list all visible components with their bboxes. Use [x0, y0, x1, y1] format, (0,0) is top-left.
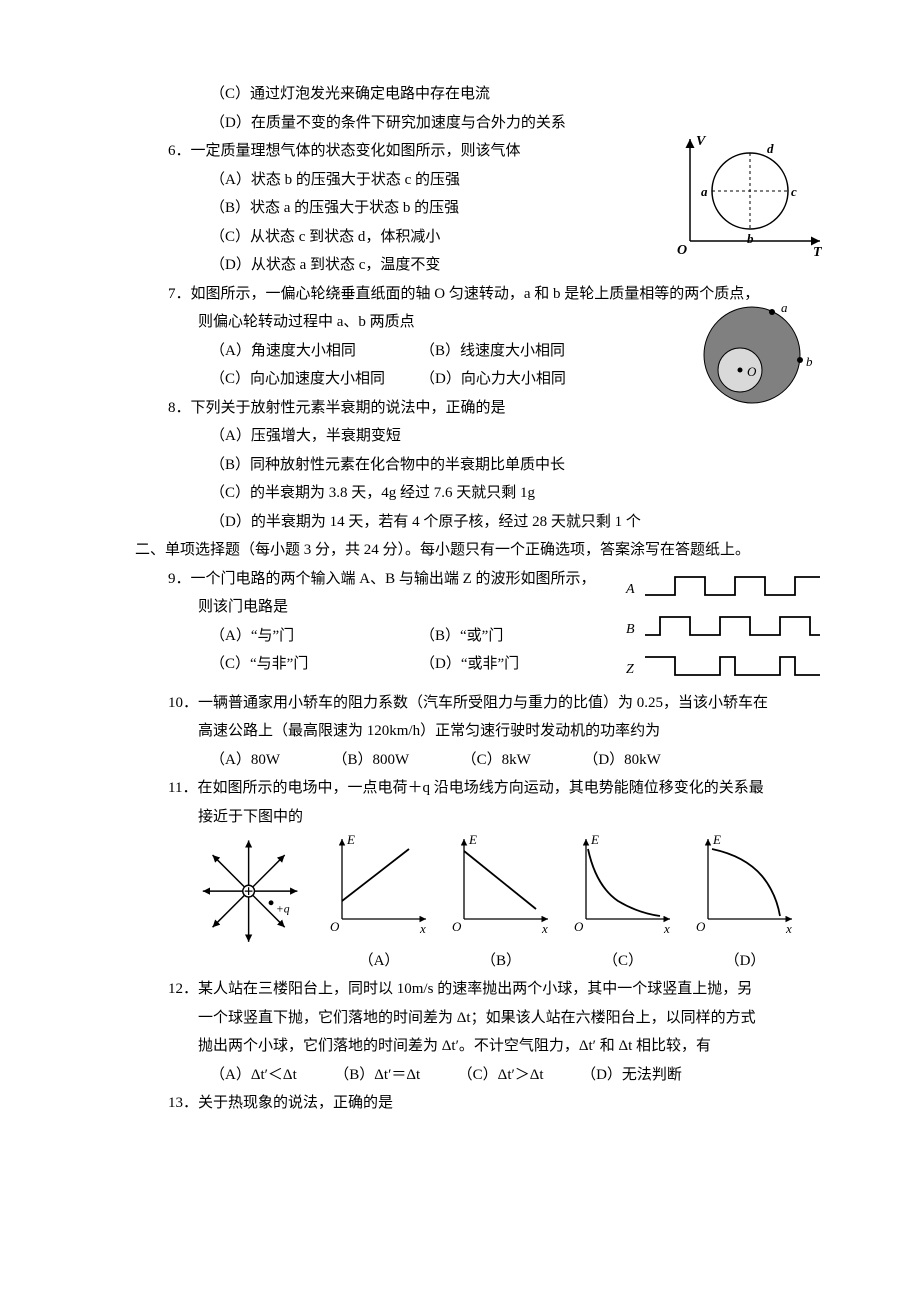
svg-text:b: b [806, 354, 813, 369]
q9-figure: A B Z [620, 565, 830, 685]
svg-text:O: O [574, 919, 584, 934]
q10: 10．一辆普通家用小轿车的阻力系数（汽车所受阻力与重力的比值）为 0.25，当该… [135, 689, 800, 775]
svg-text:x: x [785, 921, 792, 936]
q12-optC: （C）Δt′＞Δt [458, 1061, 544, 1090]
svg-text:B: B [626, 622, 635, 637]
q10-num: 10． [168, 695, 198, 711]
q12-opts: （A）Δt′＜Δt （B）Δt′＝Δt （C）Δt′＞Δt （D）无法判断 [135, 1061, 800, 1090]
q9-num: 9． [168, 571, 191, 587]
svg-text:a: a [781, 300, 788, 315]
q5-optC: （C）通过灯泡发光来确定电路中存在电流 [135, 80, 800, 109]
q11-optD-fig: E x O （D） [690, 831, 800, 975]
q11-optC-fig: E x O （C） [568, 831, 678, 975]
q9-optA: （A）“与”门 [210, 622, 420, 651]
q8: 8．下列关于放射性元素半衰期的说法中，正确的是 （A）压强增大，半衰期变短 （B… [135, 394, 800, 537]
svg-text:T: T [813, 245, 823, 260]
q12: 12．某人站在三楼阳台上，同时以 10m/s 的速率抛出两个小球，其中一个球竖直… [135, 975, 800, 1089]
q11-optC-label: （C） [568, 947, 678, 976]
svg-text:a: a [701, 184, 708, 199]
svg-text:O: O [747, 364, 757, 379]
svg-text:x: x [419, 921, 426, 936]
q10-stem2: 高速公路上（最高限速为 120km/h）正常匀速行驶时发动机的功率约为 [135, 717, 800, 746]
q7-optC: （C）向心加速度大小相同 [210, 365, 420, 394]
q6: 6．一定质量理想气体的状态变化如图所示，则该气体 （A）状态 b 的压强大于状态… [135, 137, 800, 280]
q7-optB: （B）线速度大小相同 [420, 337, 630, 366]
q10-optC: （C）8kW [462, 746, 531, 775]
q8-optA: （A）压强增大，半衰期变短 [135, 422, 800, 451]
q10-stem1: 10．一辆普通家用小轿车的阻力系数（汽车所受阻力与重力的比值）为 0.25，当该… [135, 689, 800, 718]
q12-num: 12． [168, 981, 198, 997]
svg-text:O: O [696, 919, 706, 934]
svg-text:E: E [468, 832, 477, 847]
svg-text:+q: +q [276, 903, 290, 916]
q8-num: 8． [168, 400, 191, 416]
q11-figures: +q E x O （A） E x O [135, 831, 800, 975]
q10-opts: （A）80W （B）800W （C）8kW （D）80kW [135, 746, 800, 775]
q10-optD: （D）80kW [583, 746, 661, 775]
q11-num: 11． [168, 780, 197, 796]
q7-optD: （D）向心力大小相同 [420, 365, 630, 394]
q8-optB: （B）同种放射性元素在化合物中的半衰期比单质中长 [135, 451, 800, 480]
q12-stem1: 12．某人站在三楼阳台上，同时以 10m/s 的速率抛出两个小球，其中一个球竖直… [135, 975, 800, 1004]
q13: 13．关于热现象的说法，正确的是 [135, 1089, 800, 1118]
q8-stem: 8．下列关于放射性元素半衰期的说法中，正确的是 [135, 394, 800, 423]
q11-optB-fig: E x O （B） [446, 831, 556, 975]
svg-text:O: O [452, 919, 462, 934]
q9-optB: （B）“或”门 [420, 622, 630, 651]
svg-text:x: x [663, 921, 670, 936]
q8-optC: （C）的半衰期为 3.8 天，4g 经过 7.6 天就只剩 1g [135, 479, 800, 508]
q9: 9．一个门电路的两个输入端 A、B 与输出端 Z 的波形如图所示， 则该门电路是… [135, 565, 800, 679]
q12-stem2: 一个球竖直下抛，它们落地的时间差为 Δt；如果该人站在六楼阳台上，以同样的方式 [135, 1004, 800, 1033]
q11-optA-fig: E x O （A） [324, 831, 434, 975]
svg-text:A: A [625, 582, 635, 597]
q6-num: 6． [168, 143, 191, 159]
q11: 11．在如图所示的电场中，一点电荷＋q 沿电场线方向运动，其电势能随位移变化的关… [135, 774, 800, 975]
svg-text:d: d [767, 141, 774, 156]
svg-text:Z: Z [626, 662, 634, 677]
q13-stem: 13．关于热现象的说法，正确的是 [135, 1089, 800, 1118]
q7-num: 7． [168, 286, 191, 302]
svg-text:E: E [712, 832, 721, 847]
q11-optB-label: （B） [446, 947, 556, 976]
q11-stem1: 11．在如图所示的电场中，一点电荷＋q 沿电场线方向运动，其电势能随位移变化的关… [135, 774, 800, 803]
svg-text:b: b [747, 231, 754, 246]
q10-optB: （B）800W [333, 746, 410, 775]
q12-optD: （D）无法判断 [581, 1061, 682, 1090]
q10-optA: （A）80W [210, 746, 280, 775]
svg-text:E: E [346, 832, 355, 847]
svg-text:O: O [330, 919, 340, 934]
q12-optB: （B）Δt′＝Δt [334, 1061, 420, 1090]
q8-optD: （D）的半衰期为 14 天，若有 4 个原子核，经过 28 天就只剩 1 个 [135, 508, 800, 537]
q6-figure: V T O a b c d [665, 131, 830, 261]
q12-optA: （A）Δt′＜Δt [210, 1061, 297, 1090]
q11-field-diagram: +q [195, 831, 312, 961]
q7: 7．如图所示，一偏心轮绕垂直纸面的轴 O 匀速转动，a 和 b 是轮上质量相等的… [135, 280, 800, 394]
svg-text:O: O [677, 243, 687, 258]
q13-num: 13． [168, 1095, 198, 1111]
q11-optA-label: （A） [324, 947, 434, 976]
q12-stem3: 抛出两个小球，它们落地的时间差为 Δt′。不计空气阻力，Δt′ 和 Δt 相比较… [135, 1032, 800, 1061]
svg-text:V: V [696, 134, 707, 149]
svg-text:E: E [590, 832, 599, 847]
q11-optD-label: （D） [690, 947, 800, 976]
q9-optC: （C）“与非”门 [210, 650, 420, 679]
section2-header: 二、单项选择题（每小题 3 分，共 24 分）。每小题只有一个正确选项，答案涂写… [135, 536, 800, 565]
svg-text:c: c [791, 184, 797, 199]
q7-optA: （A）角速度大小相同 [210, 337, 420, 366]
q11-stem2: 接近于下图中的 [135, 803, 800, 832]
svg-text:x: x [541, 921, 548, 936]
q9-optD: （D）“或非”门 [420, 650, 630, 679]
